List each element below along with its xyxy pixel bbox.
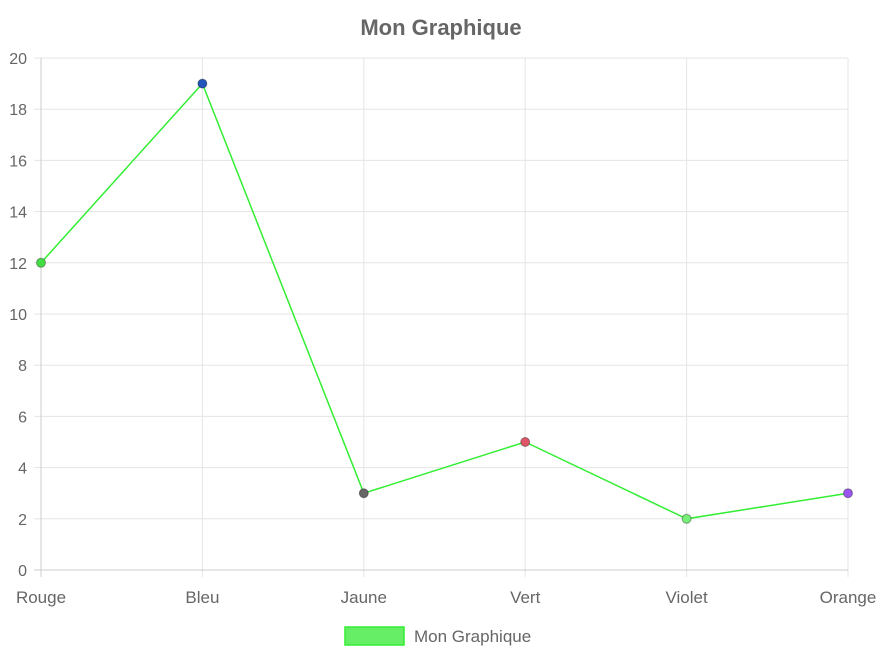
x-tick-label: Jaune (341, 588, 387, 607)
y-tick-label: 2 (18, 512, 27, 529)
y-tick-label: 16 (9, 153, 27, 170)
y-tick-label: 4 (18, 461, 27, 478)
y-tick-label: 0 (18, 563, 27, 580)
data-point (681, 513, 692, 524)
axes (34, 58, 848, 577)
x-tick-label: Bleu (185, 588, 219, 607)
y-tick-label: 18 (9, 102, 27, 119)
x-axis-tick-labels: Rouge Bleu Jaune Vert Violet Orange (16, 588, 876, 607)
y-axis-tick-labels: 0 2 4 6 8 10 12 14 16 18 20 (9, 51, 27, 580)
data-point (843, 488, 853, 499)
data-point (520, 437, 531, 447)
legend-swatch[interactable] (344, 626, 405, 646)
y-tick-label: 12 (9, 256, 27, 273)
chart-title: Mon Graphique (360, 15, 521, 40)
x-tick-label: Orange (820, 588, 877, 607)
data-point (358, 488, 369, 499)
series-line (40, 82, 849, 520)
x-tick-label: Rouge (16, 588, 66, 607)
y-tick-label: 10 (9, 307, 27, 324)
y-tick-label: 20 (9, 51, 27, 68)
y-tick-label: 14 (9, 205, 27, 222)
legend-label[interactable]: Mon Graphique (414, 627, 531, 646)
series-group (36, 78, 853, 524)
y-tick-label: 8 (18, 358, 27, 375)
x-tick-label: Violet (665, 588, 707, 607)
data-point (197, 78, 208, 89)
data-point (36, 257, 46, 268)
y-tick-label: 6 (18, 409, 27, 426)
legend[interactable]: Mon Graphique (344, 626, 531, 646)
x-tick-label: Vert (510, 588, 541, 607)
